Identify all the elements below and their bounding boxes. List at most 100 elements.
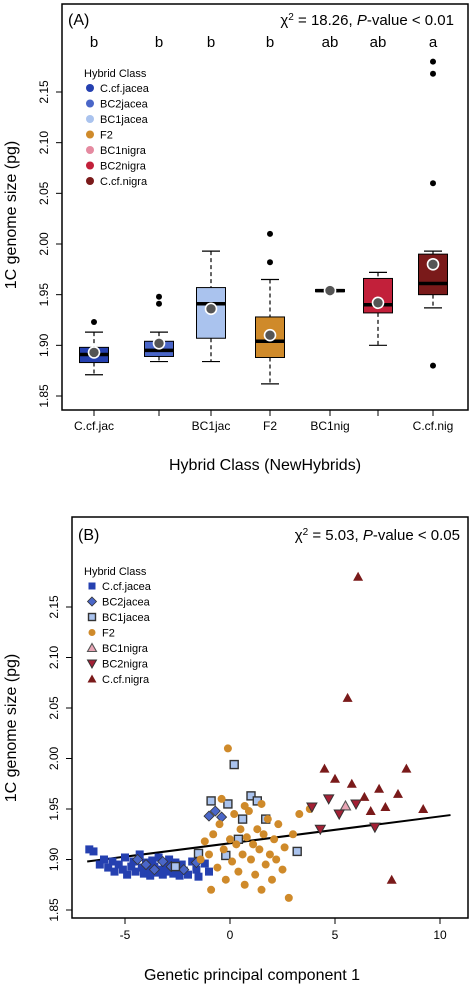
panel-a-legend-swatch — [86, 115, 94, 123]
box-outlier-point — [156, 293, 162, 300]
panel-b-xtick-label: 5 — [332, 928, 339, 942]
panel-a-legend-label: BC2nigra — [100, 161, 147, 173]
panel-b-data-point — [219, 845, 228, 854]
panel-b-data-point — [177, 860, 186, 869]
panel-b-data-point — [228, 857, 237, 866]
panel-b-data-point — [380, 801, 391, 811]
panel-a-xlabel: Hybrid Class (NewHybrids) — [169, 457, 361, 474]
panel-b-data-point — [249, 840, 258, 849]
panel-b-frame — [71, 516, 469, 919]
panel-b-data-point — [306, 802, 318, 814]
panel-b-data-point — [129, 857, 138, 866]
box-outlier-point — [91, 319, 97, 326]
panel-b-data-point — [339, 799, 352, 811]
panel-b-data-point — [238, 850, 247, 859]
panel-a-xtick-label: C.cf.nig — [413, 419, 454, 433]
panel-b-data-point — [203, 810, 215, 822]
panel-a-ytick-label: 2.05 — [37, 181, 51, 205]
panel-b-data-point — [234, 867, 243, 876]
panel-b-data-point — [274, 820, 283, 829]
panel-b-data-point — [170, 861, 181, 872]
panel-b-data-point — [158, 870, 167, 879]
panel-b-stat-value: = 5.03, — [308, 527, 363, 544]
panel-b-data-point — [140, 858, 152, 871]
panel-b-data-point — [393, 788, 403, 798]
panel-b-data-point — [139, 869, 148, 878]
panel-b-data-point — [95, 860, 104, 869]
panel-a-box-bc1nigra — [315, 284, 345, 297]
panel-b-data-point — [205, 867, 213, 876]
panel-b-data-point — [240, 880, 249, 889]
box-mean-point — [87, 346, 101, 359]
panel-b-data-point — [232, 840, 241, 849]
panel-b-data-point — [278, 865, 287, 874]
panel-b-stat-tail: -value < 0.05 — [373, 527, 460, 544]
panel-b-legend-label: BC2jacea — [102, 597, 151, 609]
panel-b-axes: 1.85 1.90 1.95 2.00 2.05 2.10 2.15 -5 0 5 10 — [47, 595, 447, 942]
panel-b-ytick-label: 1.95 — [47, 797, 61, 821]
panel-b-ylabel: 1C genome size (pg) — [3, 654, 20, 803]
panel-a-sig-letter: b — [90, 34, 98, 51]
panel-a-sig-letter: b — [266, 34, 274, 51]
panel-b-data-point — [206, 796, 216, 806]
panel-a: (A) χ2 = 18.26, P-value < 0.01 1C genome… — [3, 3, 469, 474]
panel-b-data-point — [213, 863, 222, 872]
panel-b-data-point — [205, 850, 213, 859]
panel-b-points — [85, 571, 429, 902]
panel-b-data-point — [215, 820, 224, 829]
panel-b-series-bc1nigra — [339, 799, 352, 811]
panel-a-xtick-label: BC1nig — [310, 419, 349, 433]
panel-a-legend-swatch — [86, 161, 94, 170]
panel-b-legend-items: C.cf.jacea BC2jacea BC1jacea F2 BC1nigra BC2n… — [86, 581, 152, 686]
panel-b-data-point — [194, 872, 203, 881]
panel-b-data-point — [163, 867, 171, 876]
panel-b-data-point — [200, 837, 209, 846]
panel-b-series-f2 — [196, 744, 314, 902]
panel-b-legend-swatch — [86, 642, 98, 653]
panel-b-data-point — [330, 773, 340, 783]
panel-a-legend: Hybrid Class C.cf.jacea BC2jacea BC1jacea F… — [84, 68, 150, 188]
panel-b-data-point — [127, 862, 136, 871]
box-outlier-point — [267, 259, 273, 266]
panel-b-legend-label: BC1jacea — [102, 612, 151, 624]
panel-b: (B) χ2 = 5.03, P-value < 0.05 1C genome … — [3, 516, 469, 984]
panel-a-xtick-label: F2 — [263, 419, 277, 433]
box-outlier-point — [267, 230, 273, 237]
panel-b-data-point — [268, 875, 276, 884]
panel-b-legend-swatch — [88, 629, 96, 636]
panel-b-data-point — [369, 822, 381, 834]
panel-b-label: (B) — [78, 527, 99, 544]
panel-a-stat: χ2 = 18.26, P-value < 0.01 — [280, 12, 454, 30]
box-outlier-point — [430, 58, 436, 65]
panel-b-legend-swatch — [87, 674, 97, 683]
panel-b-legend-swatch — [86, 659, 98, 670]
panel-b-data-point — [144, 865, 153, 874]
panel-b-data-point — [123, 870, 132, 879]
panel-b-data-point — [175, 871, 184, 880]
panel-a-legend-label: F2 — [100, 130, 113, 142]
panel-b-data-point — [157, 855, 169, 868]
panel-b-data-point — [110, 867, 119, 876]
panel-b-data-point — [104, 863, 113, 872]
panel-b-data-point — [365, 806, 376, 816]
panel-b-data-point — [386, 874, 397, 884]
panel-b-legend-title: Hybrid Class — [84, 566, 147, 578]
box-mean-point — [263, 328, 277, 342]
box-mean-point — [204, 302, 218, 316]
panel-b-legend-label: C.cf.nigra — [102, 674, 150, 686]
panel-b-data-point — [253, 825, 262, 834]
panel-b-ytick-label: 1.85 — [47, 898, 61, 922]
panel-b-ytick-label: 2.15 — [47, 595, 61, 619]
box-outlier-point — [430, 180, 436, 187]
panel-b-data-point — [217, 794, 226, 803]
panel-b-data-point — [221, 875, 230, 884]
panel-b-data-point — [280, 843, 289, 852]
panel-b-data-point — [209, 830, 218, 839]
panel-b-data-point — [121, 853, 129, 862]
panel-b-data-point — [169, 869, 178, 878]
panel-b-data-point — [207, 885, 216, 894]
panel-b-data-point — [289, 830, 297, 839]
panel-b-data-point — [246, 791, 256, 801]
panel-a-sig-letter: b — [155, 34, 163, 51]
panel-a-letters: b b b b ab ab a — [90, 34, 438, 51]
